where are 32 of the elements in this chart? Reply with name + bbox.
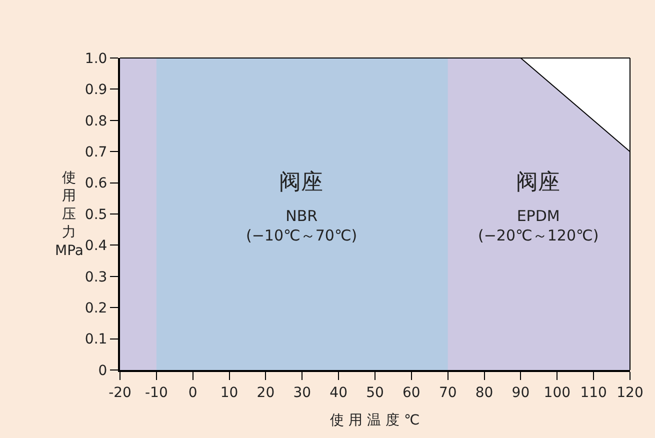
y-tick-label: 0.7: [84, 144, 108, 160]
y-tick-label: 1.0: [84, 50, 108, 67]
x-tick-label: -20: [108, 384, 132, 401]
x-tick-label: 70: [438, 384, 457, 401]
y-tick-label: 0.8: [84, 113, 108, 130]
y-tick-label: 0.1: [84, 332, 108, 348]
annotation: 阀座: [279, 170, 323, 195]
x-tick-label: 30: [293, 384, 312, 401]
x-tick-label: 100: [544, 384, 571, 401]
x-tick-label: 90: [512, 384, 530, 401]
x-tick-label: 80: [475, 384, 494, 401]
y-tick-label: 0.3: [84, 269, 108, 286]
annotation: 阀座: [516, 170, 560, 195]
x-tick-label: 110: [580, 384, 607, 401]
y-tick-label: 0.2: [84, 300, 108, 316]
y-tick-label: 0: [98, 362, 108, 379]
y-tick-label: 0.9: [84, 82, 108, 98]
x-tick-label: 0: [188, 384, 198, 401]
x-axis-title: 使 用 温 度 ℃: [330, 412, 420, 429]
x-tick-label: 60: [402, 384, 420, 401]
y-tick-label: 0.6: [84, 176, 108, 192]
y-axis-title: 使用压力MPa: [55, 170, 84, 259]
annotation: NBR (−10℃～70℃): [246, 207, 358, 244]
y-tick-label: 0.4: [84, 238, 108, 254]
y-tick-label: 0.5: [84, 206, 108, 223]
annotation: EPDM (−20℃～120℃): [478, 207, 599, 244]
x-tick-label: 10: [220, 384, 238, 401]
x-tick-label: 40: [330, 384, 348, 401]
x-tick-label: 20: [256, 384, 275, 401]
x-tick-label: -10: [144, 384, 168, 401]
x-tick-label: 120: [616, 384, 644, 401]
x-tick-label: 50: [366, 384, 384, 401]
